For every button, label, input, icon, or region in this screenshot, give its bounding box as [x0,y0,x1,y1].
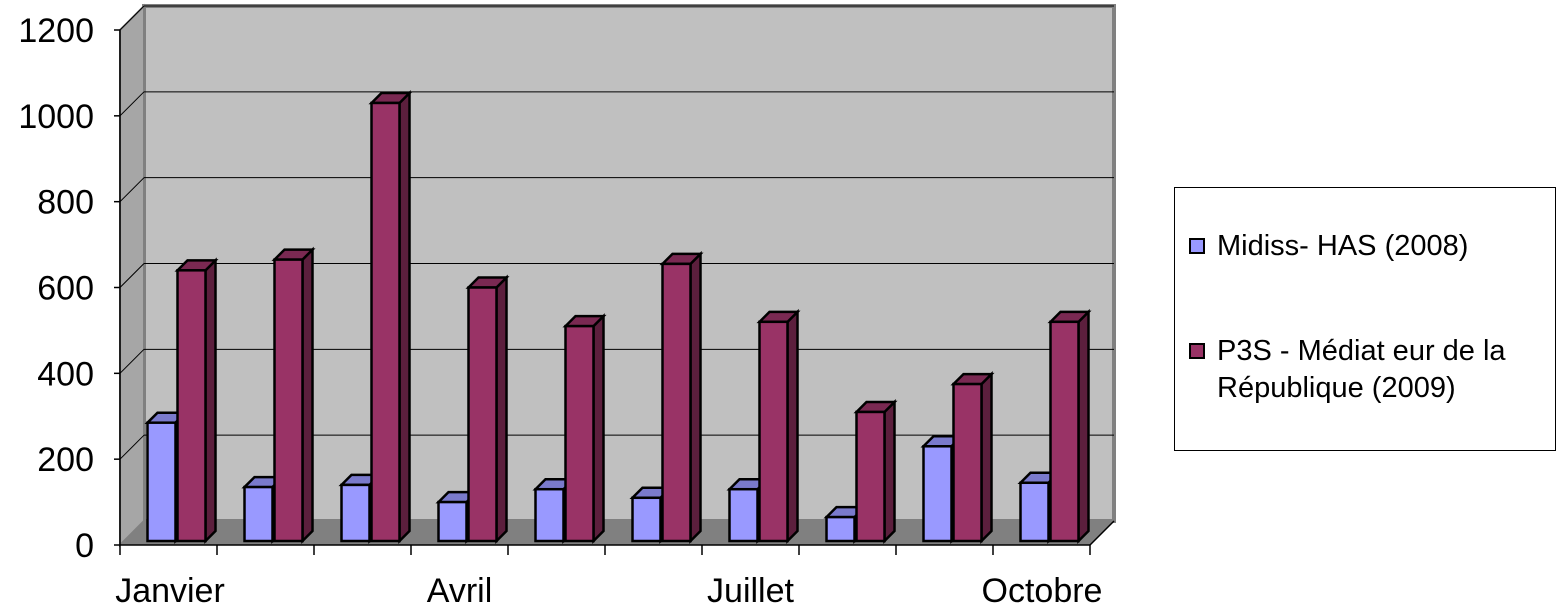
y-tick-label: 800 [37,184,94,222]
bar-2-4 [465,274,510,545]
legend: Midiss- HAS (2008) P3S - Médiat eur de l… [1174,187,1556,451]
y-tick-label: 400 [37,355,94,393]
bar-2-10 [1047,308,1092,545]
x-tick-label: Juillet [707,572,794,609]
bar-2-9 [950,371,995,545]
legend-swatch-series-2 [1189,343,1205,359]
legend-label-series-2: P3S - Médiat eur de la République (2009) [1217,335,1506,404]
bar-2-2 [271,246,316,545]
bar-2-5 [562,313,607,545]
gridline-side [119,91,145,117]
y-tick-label: 1000 [18,98,94,136]
legend-item-series-2: P3S - Médiat eur de la République (2009) [1189,333,1506,407]
gridline-side [119,348,145,374]
y-tick-label: 1200 [18,12,94,50]
gridline-side [119,263,145,288]
y-tick-label: 0 [75,527,94,565]
bar-2-8 [853,398,898,545]
legend-item-series-1: Midiss- HAS (2008) [1189,228,1468,265]
bar-2-1 [174,257,219,545]
x-tick-label: Octobre [982,572,1103,609]
gridline-side [119,5,145,31]
y-tick-label: 600 [37,270,94,308]
y-tick-label: 200 [37,441,94,479]
bar-2-3 [368,89,413,545]
gridline-side [119,177,145,203]
bar-2-6 [659,250,704,545]
bar-2-7 [756,308,801,545]
legend-label-series-1: Midiss- HAS (2008) [1217,230,1469,262]
legend-swatch-series-1 [1189,238,1205,254]
x-tick-label: Janvier [115,572,225,609]
x-tick-label: Avril [427,572,493,609]
x-axis-depth [1089,520,1115,546]
gridline-side [119,434,145,460]
